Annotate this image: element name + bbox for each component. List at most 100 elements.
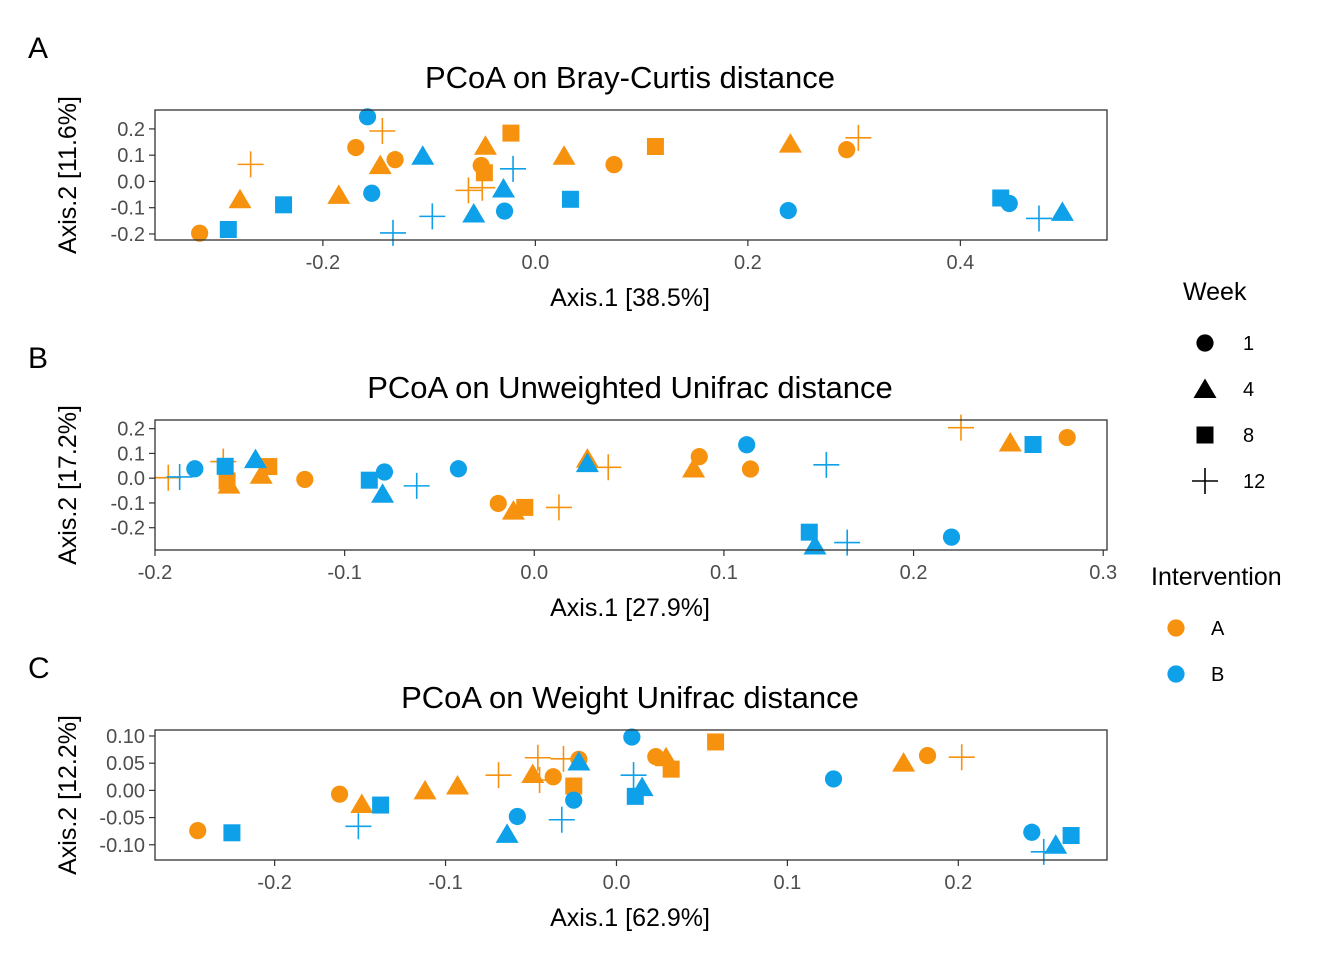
plot-border (154, 109, 1108, 241)
point-week12-group-a (948, 744, 975, 771)
legend-plus-icon (1192, 468, 1218, 494)
point-week12-group-b (548, 806, 575, 833)
y-tick-label: -0.1 (111, 493, 145, 515)
point-week4-group-a (521, 763, 545, 784)
plot-border (154, 729, 1108, 861)
x-tick-label: -0.2 (138, 562, 172, 584)
y-tick-label: 0.0 (117, 171, 145, 193)
point-week1-group-b (623, 728, 641, 746)
y-axis: -0.2-0.10.00.10.2 (111, 119, 155, 246)
point-week12-group-a (550, 745, 577, 772)
point-week4-group-a (552, 145, 576, 165)
point-week4-group-b (411, 145, 435, 165)
point-week8-group-b (1024, 436, 1042, 454)
point-week12-group-b (380, 219, 406, 246)
point-week4-group-b (567, 751, 591, 771)
point-week1-group-a (741, 460, 760, 478)
panel-tag: C (28, 652, 50, 685)
point-week8-group-b (275, 196, 293, 214)
x-tick-label: 0.1 (773, 872, 801, 894)
point-week12-group-b (813, 451, 840, 478)
legend-week-items: 1 4 8 12 (1192, 333, 1265, 494)
y-axis-label: Axis.2 [17.2%] (54, 405, 82, 565)
legend-triangle-icon (1193, 378, 1217, 398)
point-week1-group-a (918, 746, 937, 765)
point-week8-group-a (662, 760, 680, 778)
point-week12-group-b (1026, 205, 1052, 232)
y-axis: -0.2-0.10.00.10.2 (111, 419, 155, 540)
x-tick-label: -0.1 (428, 872, 462, 894)
y-tick-label: -0.2 (111, 518, 145, 540)
x-axis-label: Axis.1 [62.9%] (550, 904, 710, 932)
x-axis: -0.2 0.0 0.2 0.4 (306, 240, 974, 274)
point-week8-group-b (360, 471, 378, 489)
point-week4-group-b (371, 483, 395, 503)
x-tick-label: 0.3 (1089, 562, 1117, 584)
point-week8-group-b (219, 220, 237, 238)
x-axis-label: Axis.1 [27.9%] (550, 594, 710, 622)
y-tick-label: 0.1 (117, 443, 145, 465)
x-axis-label: Axis.1 [38.5%] (550, 284, 710, 312)
point-week4-group-a (446, 774, 470, 795)
point-week8-group-a (516, 498, 534, 516)
point-week8-group-b (561, 190, 579, 208)
chart-title: PCoA on Weight Unifrac distance (401, 680, 859, 715)
point-week12-group-a (545, 494, 572, 521)
point-week4-group-b (495, 823, 519, 843)
y-tick-label: -0.2 (111, 224, 145, 246)
scatter-marks (191, 108, 1074, 246)
y-axis-label: Axis.2 [12.2%] (54, 715, 82, 875)
y-tick-label: 0.10 (106, 726, 145, 748)
panel-b: B PCoA on Unweighted Unifrac distance -0… (28, 342, 1117, 622)
y-tick-label: 0.2 (117, 419, 145, 441)
point-week12-group-b (834, 529, 861, 556)
point-week12-group-a (524, 744, 551, 771)
point-week1-group-a (296, 470, 314, 489)
x-tick-label: 0.0 (521, 252, 549, 274)
chart-title: PCoA on Bray-Curtis distance (425, 60, 835, 95)
point-week1-group-a (1058, 428, 1076, 447)
y-tick-label: 0.05 (106, 753, 145, 775)
point-week8-group-b (626, 787, 644, 805)
point-week1-group-b (779, 201, 797, 220)
point-week8-group-b (216, 457, 234, 475)
x-tick-label: 0.0 (520, 562, 548, 584)
y-tick-label: 0.1 (117, 145, 145, 167)
point-week1-group-b (495, 202, 514, 220)
point-week4-group-b (492, 178, 515, 198)
legend-group-a-icon (1167, 619, 1185, 637)
y-axis-label: Axis.2 [11.6%] (54, 96, 82, 254)
plot-border (154, 419, 1108, 551)
point-week8-group-a (502, 124, 520, 142)
point-week1-group-a (386, 151, 404, 169)
point-week8-group-a (218, 472, 236, 490)
point-week4-group-a (228, 188, 252, 209)
point-week4-group-b (1050, 201, 1074, 221)
point-week8-group-b (372, 796, 390, 814)
point-week1-group-b (824, 770, 843, 788)
point-week12-group-a (369, 118, 396, 145)
x-tick-label: 0.1 (710, 562, 738, 584)
point-week4-group-a (368, 154, 392, 175)
point-week1-group-b (358, 108, 377, 126)
x-tick-label: 0.2 (944, 872, 972, 894)
point-week12-group-a (237, 151, 264, 178)
y-tick-label: 0.00 (106, 780, 145, 802)
legend-week-label: 8 (1243, 425, 1254, 447)
legend-intervention-items: AB (1167, 618, 1225, 686)
point-week4-group-a (892, 752, 916, 772)
legend-square-icon (1196, 426, 1214, 444)
panel-tag: B (28, 342, 48, 375)
point-week8-group-b (992, 189, 1010, 207)
x-tick-label: 0.0 (603, 872, 631, 894)
point-week1-group-b (375, 463, 394, 481)
point-week1-group-b (565, 791, 583, 809)
x-tick-label: -0.2 (306, 252, 340, 274)
point-week12-group-b (166, 463, 193, 490)
legend-week-label: 1 (1243, 333, 1254, 355)
x-tick-label: 0.2 (900, 562, 928, 584)
x-tick-label: -0.2 (257, 872, 291, 894)
point-week4-group-b (244, 448, 268, 469)
panel-tag: A (28, 32, 48, 65)
